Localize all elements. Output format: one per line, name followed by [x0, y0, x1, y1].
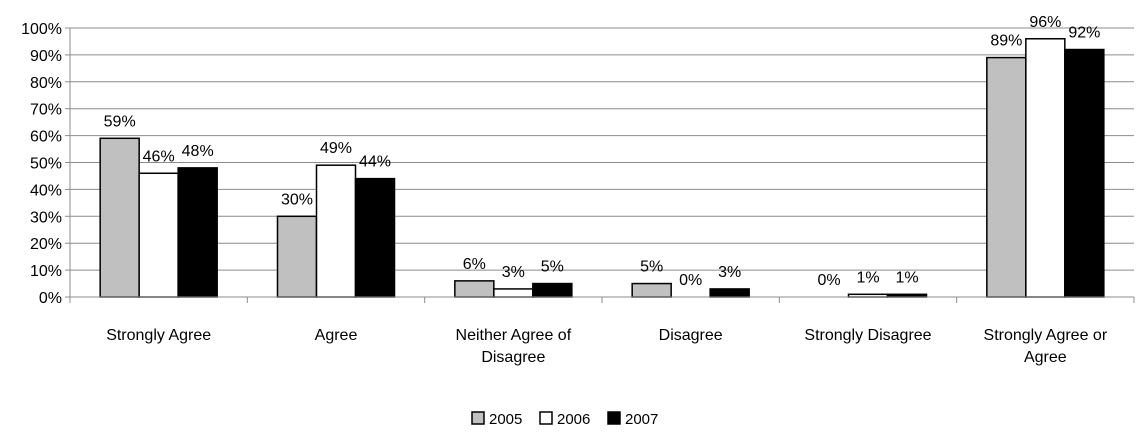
legend-label-2005: 2005: [489, 411, 522, 428]
bar-2005: [99, 137, 140, 298]
data-label-2005: 5%: [640, 259, 663, 276]
y-tick-label: 100%: [21, 21, 62, 38]
bars: [99, 38, 1105, 298]
y-tick-label: 40%: [30, 182, 62, 199]
data-label-2005: 6%: [463, 256, 486, 273]
data-label-2007: 48%: [182, 143, 214, 160]
category-label: Neither Agree of Disagree: [456, 327, 572, 366]
category-label: Disagree: [659, 327, 723, 344]
x-axis-categories: Strongly Agree Agree Neither Agree of Disag…: [106, 327, 1108, 366]
legend-swatch-2007: [607, 411, 621, 425]
data-label-2006: 46%: [143, 148, 175, 165]
data-label-2007: 92%: [1068, 25, 1100, 42]
axes: [69, 28, 1135, 303]
bar-2007: [177, 167, 218, 298]
data-label-2006: 1%: [856, 269, 879, 286]
data-label-2005: 30%: [281, 191, 313, 208]
data-labels: 59% 46% 48% 30% 49% 44% 6% 3% 5% 5% 0% 3% 0% 1% 1% 89% 9…: [104, 14, 1101, 289]
data-label-2006: 49%: [320, 140, 352, 157]
y-tick-label: 70%: [30, 102, 62, 119]
category-label: Strongly Agree: [106, 327, 211, 344]
y-tick-label: 20%: [30, 236, 62, 253]
y-axis-ticks: 0% 10% 20% 30% 40% 50% 60% 70% 80% 90% 100%: [21, 21, 70, 307]
data-label-2005: 0%: [817, 272, 840, 289]
bar-2005: [986, 56, 1027, 298]
data-label-2006: 96%: [1029, 14, 1061, 31]
legend-label-2007: 2007: [625, 411, 658, 428]
bar-2006: [1025, 38, 1066, 298]
legend-swatch-2005: [471, 411, 485, 425]
data-label-2007: 5%: [541, 259, 564, 276]
bar-2007: [532, 282, 573, 298]
category-label: Strongly Disagree: [804, 327, 931, 344]
legend: 2005 2006 2007: [471, 411, 658, 428]
data-label-2005: 89%: [990, 33, 1022, 50]
data-label-2006: 0%: [679, 272, 702, 289]
bar-2006: [493, 288, 534, 298]
bar-2007: [354, 177, 396, 298]
gridlines: [70, 27, 1134, 298]
data-label-2006: 3%: [502, 264, 525, 281]
y-tick-label: 30%: [30, 209, 62, 226]
bar-2007: [709, 288, 750, 298]
legend-label-2006: 2006: [557, 411, 590, 428]
bar-2005: [631, 282, 672, 298]
bar-2007: [1064, 48, 1105, 298]
y-tick-label: 10%: [30, 263, 62, 280]
y-tick-label: 60%: [30, 129, 62, 146]
y-tick-label: 50%: [30, 156, 62, 173]
bar-2005: [454, 280, 495, 298]
bar-2005: [276, 215, 318, 298]
data-label-2007: 44%: [359, 154, 391, 171]
category-label: Strongly Agree or Agree: [984, 327, 1108, 366]
category-label: Agree: [315, 327, 358, 344]
y-tick-label: 90%: [30, 48, 62, 65]
bar-2006: [315, 164, 357, 298]
legend-swatch-2006: [539, 411, 553, 425]
data-label-2005: 59%: [104, 113, 136, 130]
y-tick-label: 0%: [39, 290, 62, 307]
data-label-2007: 1%: [895, 269, 918, 286]
bar-2006: [138, 172, 179, 298]
y-tick-label: 80%: [30, 75, 62, 92]
data-label-2007: 3%: [718, 264, 741, 281]
